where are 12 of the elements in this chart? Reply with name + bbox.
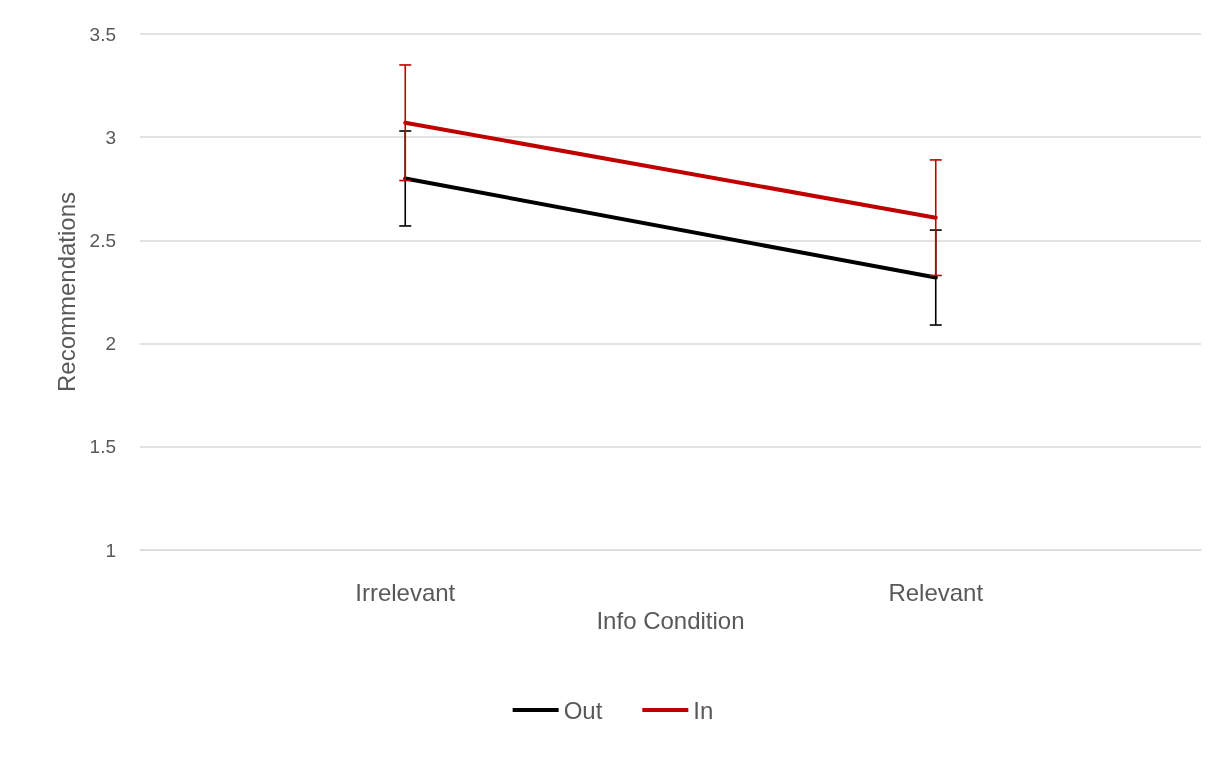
legend-label: In [693,696,714,724]
y-tick-label: 3 [105,126,116,148]
y-tick-label: 1 [105,539,116,561]
x-axis-title: Info Condition [596,607,745,635]
y-tick-label: 3.5 [89,23,116,45]
x-tick-label: Relevant [888,578,984,606]
y-tick-label: 2 [105,333,116,355]
y-tick-label: 1.5 [89,436,116,458]
legend-label: Out [563,696,603,724]
y-axis-title: Recommendations [52,191,80,393]
y-tick-label: 2.5 [89,229,116,251]
x-tick-label: Irrelevant [355,578,456,606]
